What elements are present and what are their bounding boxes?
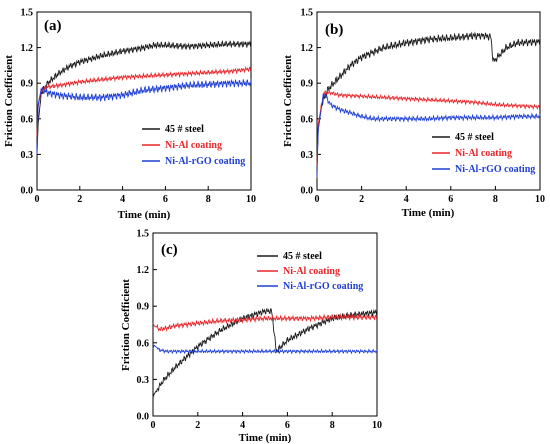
legend-label-nial-c: Ni-Al coating bbox=[283, 266, 340, 277]
x-axis-label-c: Time (min) bbox=[239, 432, 292, 444]
x-axis-label-b: Time (min) bbox=[402, 207, 455, 219]
x-tick-label-c: 0 bbox=[151, 420, 156, 431]
legend-label-steel-c: 45 # steel bbox=[283, 251, 322, 262]
y-tick-label-b: 0.0 bbox=[301, 186, 314, 197]
y-tick-label-a: 0.6 bbox=[21, 114, 34, 125]
series-line-steel-b bbox=[316, 31, 541, 167]
y-tick-label-a: 1.5 bbox=[21, 8, 34, 19]
legend-label-nialrgo-c: Ni-Al-rGO coating bbox=[283, 281, 363, 292]
y-tick-label-a: 0.0 bbox=[21, 186, 34, 197]
y-tick-label-b: 1.2 bbox=[301, 43, 314, 54]
x-tick-label-b: 2 bbox=[359, 194, 364, 205]
series-line-nialrgo-b bbox=[316, 92, 541, 179]
series-line-steel-c bbox=[152, 308, 378, 398]
x-tick-label-a: 2 bbox=[77, 194, 82, 205]
y-tick-label-b: 0.9 bbox=[301, 79, 314, 90]
series-line-nialrgo-a bbox=[36, 78, 252, 155]
x-tick-label-b: 8 bbox=[493, 194, 498, 205]
series-line-nial-c bbox=[152, 312, 378, 333]
y-tick-label-a: 0.3 bbox=[21, 150, 34, 161]
y-tick-label-c: 0.6 bbox=[137, 338, 150, 349]
x-tick-label-a: 0 bbox=[35, 194, 40, 205]
series-lines-a bbox=[36, 39, 252, 155]
y-tick-label-c: 1.2 bbox=[137, 265, 150, 276]
x-tick-label-b: 0 bbox=[315, 194, 320, 205]
y-axis-label-c: Friction Coefficient bbox=[120, 279, 132, 371]
y-tick-label-b: 0.3 bbox=[301, 150, 314, 161]
legend-label-nialrgo-a: Ni-Al-rGO coating bbox=[165, 156, 245, 167]
plot-frame-b bbox=[316, 11, 541, 191]
chart-panel-a: (a) 0 2 4 6 8 10 0.0 0.3 0.6 0.9 1.2 1.5 Time (min)… bbox=[3, 8, 256, 222]
legend-b: 45 # steel Ni-Al coating Ni-Al-rGO coati… bbox=[432, 132, 535, 175]
plot-frame-c bbox=[152, 232, 378, 417]
y-tick-label-c: 0.0 bbox=[137, 412, 150, 423]
panel-label-b: (b) bbox=[325, 22, 343, 38]
y-tick-label-a: 0.9 bbox=[21, 79, 34, 90]
y-axis-label-a: Friction Coefficient bbox=[3, 55, 15, 147]
x-tick-label-b: 4 bbox=[404, 194, 409, 205]
legend-label-nial-a: Ni-Al coating bbox=[165, 140, 222, 151]
y-axis-label-b: Friction Coefficient bbox=[282, 55, 294, 147]
series-line-nial-a bbox=[36, 66, 252, 137]
y-tick-label-b: 0.6 bbox=[301, 114, 314, 125]
chart-panel-b: (b) 0 2 4 6 8 10 0.0 0.3 0.6 0.9 1.2 1.5 Time (min)… bbox=[282, 8, 545, 220]
series-line-steel-a bbox=[36, 39, 252, 155]
x-tick-label-c: 8 bbox=[330, 420, 335, 431]
x-tick-label-b: 6 bbox=[448, 194, 453, 205]
axis-ticks-c: 0 2 4 6 8 10 0.0 0.3 0.6 0.9 1.2 1.5 bbox=[137, 229, 383, 432]
x-tick-label-a: 6 bbox=[163, 194, 168, 205]
x-tick-label-c: 6 bbox=[285, 420, 290, 431]
axis-ticks-a: 0 2 4 6 8 10 0.0 0.3 0.6 0.9 1.2 1.5 bbox=[21, 8, 257, 206]
panel-label-c: (c) bbox=[161, 242, 178, 258]
legend-c: 45 # steel Ni-Al coating Ni-Al-rGO coati… bbox=[257, 251, 363, 292]
y-tick-label-c: 0.9 bbox=[137, 302, 150, 313]
series-lines-c bbox=[152, 308, 378, 398]
y-tick-label-c: 0.3 bbox=[137, 375, 150, 386]
chart-panel-c: (c) 0 2 4 6 8 10 0.0 0.3 0.6 0.9 1.2 1.5 Time (min)… bbox=[120, 229, 382, 444]
y-tick-label-a: 1.2 bbox=[21, 43, 34, 54]
plot-frame-a bbox=[36, 11, 252, 191]
x-tick-label-b: 10 bbox=[535, 194, 545, 205]
x-tick-label-c: 4 bbox=[240, 420, 245, 431]
legend-label-nial-b: Ni-Al coating bbox=[455, 148, 512, 159]
x-tick-label-a: 10 bbox=[246, 194, 256, 205]
x-tick-label-c: 10 bbox=[372, 420, 382, 431]
x-axis-label-a: Time (min) bbox=[118, 209, 171, 221]
legend-label-nialrgo-b: Ni-Al-rGO coating bbox=[455, 164, 535, 175]
axis-ticks-b: 0 2 4 6 8 10 0.0 0.3 0.6 0.9 1.2 1.5 bbox=[301, 8, 546, 206]
series-line-nial-b bbox=[316, 89, 541, 167]
x-tick-label-a: 4 bbox=[120, 194, 125, 205]
series-lines-b bbox=[316, 31, 541, 179]
y-tick-label-c: 1.5 bbox=[137, 229, 150, 240]
legend-label-steel-a: 45 # steel bbox=[165, 124, 204, 135]
y-tick-label-b: 1.5 bbox=[301, 8, 314, 19]
legend-a: 45 # steel Ni-Al coating Ni-Al-rGO coati… bbox=[142, 124, 245, 167]
x-tick-label-a: 8 bbox=[206, 194, 211, 205]
x-tick-label-c: 2 bbox=[195, 420, 200, 431]
series-line-nialrgo-c bbox=[152, 344, 378, 355]
legend-label-steel-b: 45 # steel bbox=[455, 132, 494, 143]
panel-label-a: (a) bbox=[44, 18, 62, 34]
